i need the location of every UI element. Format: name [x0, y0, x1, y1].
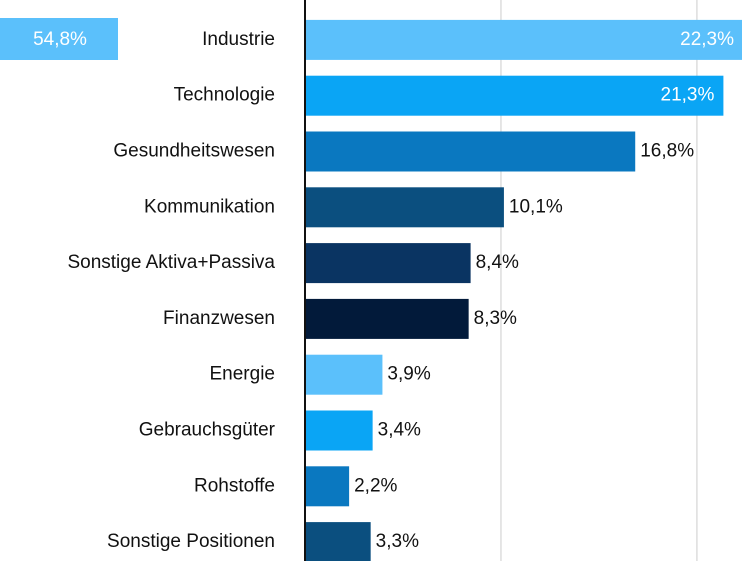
bar — [306, 354, 383, 395]
bar — [306, 466, 350, 507]
category-label: Energie — [210, 364, 276, 385]
bar — [306, 19, 742, 60]
value-label: 16,8% — [640, 141, 694, 162]
bar — [306, 131, 636, 172]
bar — [306, 522, 371, 561]
category-label: Rohstoffe — [194, 475, 275, 496]
category-label: Technologie — [174, 85, 275, 106]
category-label: Gesundheitswesen — [113, 141, 275, 162]
category-label: Kommunikation — [144, 196, 275, 217]
value-label: 3,9% — [387, 364, 430, 385]
bar — [306, 243, 471, 284]
category-label: Sonstige Aktiva+Passiva — [67, 252, 275, 273]
value-label: 3,3% — [376, 531, 419, 552]
value-label: 10,1% — [509, 196, 563, 217]
value-label: 8,3% — [474, 308, 517, 329]
annotation: 54,8% — [33, 29, 87, 50]
value-label: 3,4% — [378, 420, 421, 441]
annotation-box — [0, 18, 118, 60]
value-label: 22,3% — [680, 29, 734, 50]
bar — [306, 298, 469, 339]
value-label: 8,4% — [476, 252, 519, 273]
value-label: 21,3% — [661, 85, 715, 106]
category-label: Gebrauchsgüter — [139, 420, 276, 441]
bar — [306, 410, 373, 451]
category-label: Finanzwesen — [163, 308, 275, 329]
bar — [306, 75, 724, 116]
category-label: Sonstige Positionen — [107, 531, 275, 552]
category-label: Industrie — [202, 29, 275, 50]
bar — [306, 187, 504, 228]
value-label: 2,2% — [354, 475, 397, 496]
